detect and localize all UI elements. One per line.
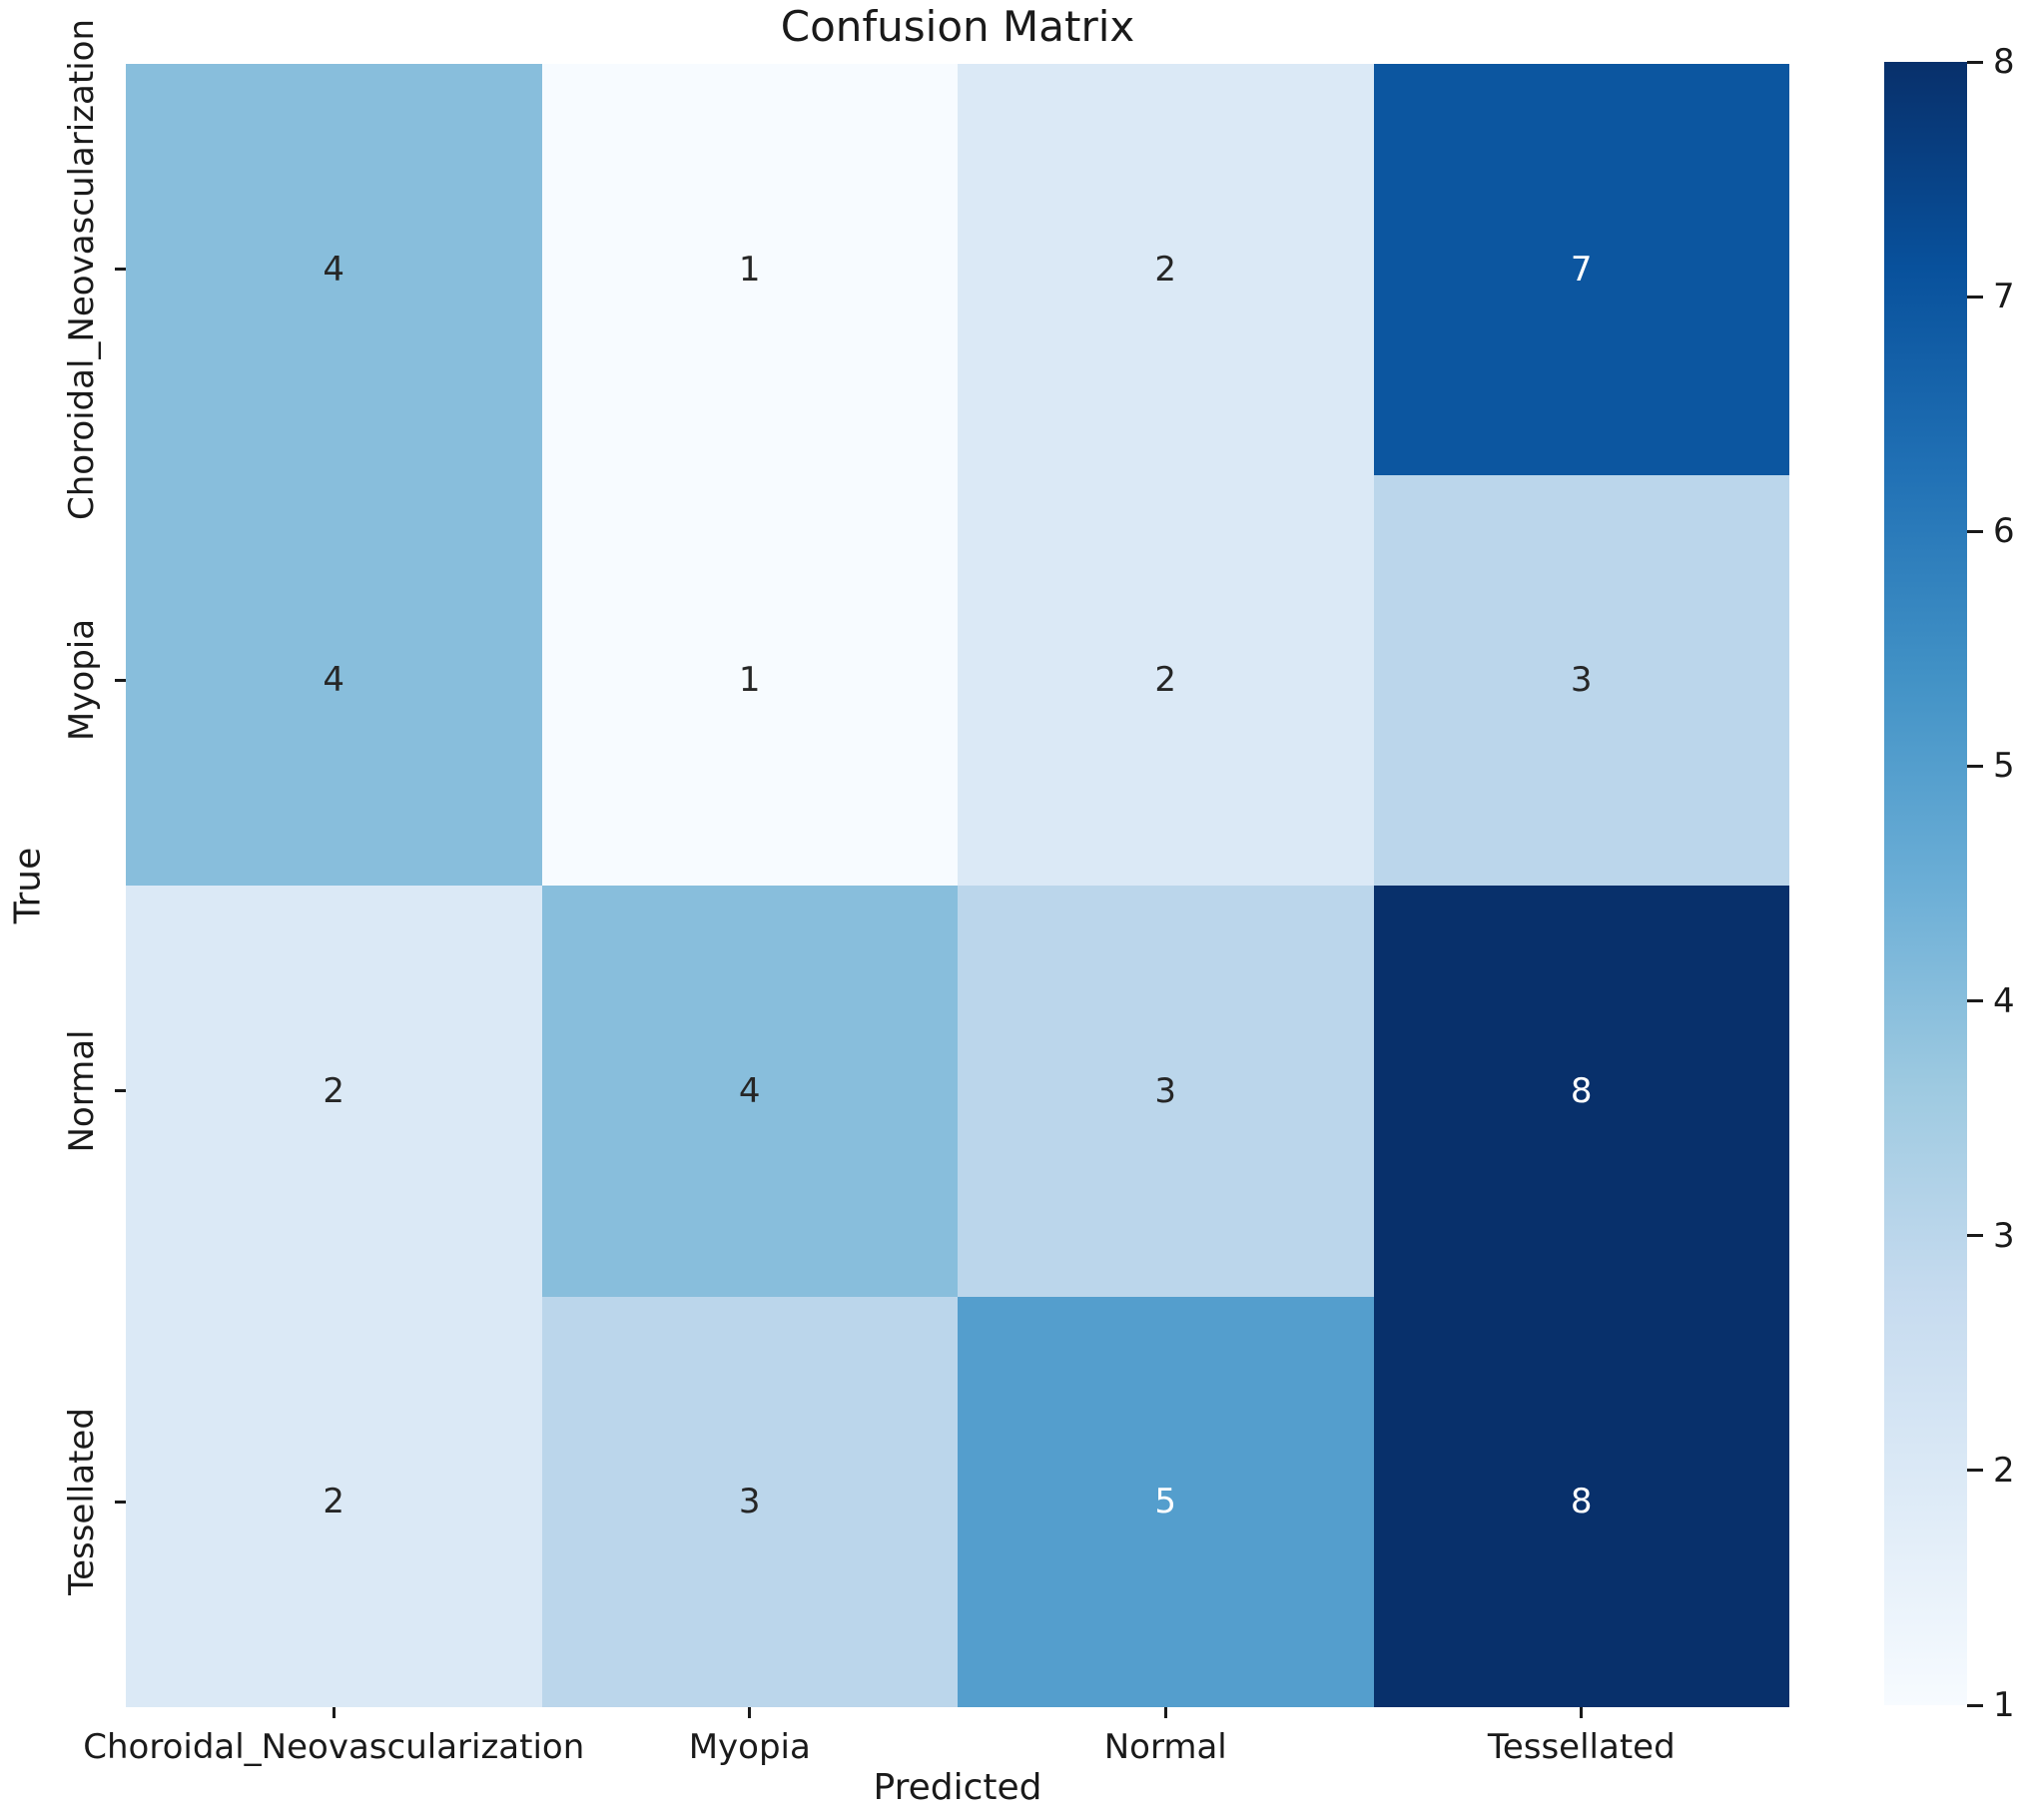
colorbar-tick-label: 3 (1993, 1215, 2015, 1256)
heatmap-cell-r4c1: 2 (126, 1296, 542, 1707)
x-tick-label: Tessellated (1487, 1727, 1676, 1767)
heatmap-cell-r2c2: 1 (541, 474, 958, 886)
colorbar-tick-mark (1967, 1703, 1983, 1707)
y-tick-label: Normal (62, 1029, 102, 1153)
heatmap-cell-r3c1: 2 (126, 886, 542, 1297)
y-tick-label: Tessellated (62, 1408, 102, 1596)
colorbar-tick-mark (1967, 1234, 1983, 1238)
heatmap-cell-r2c1: 4 (126, 474, 542, 886)
y-tick-mark (115, 1500, 126, 1504)
heatmap-cell-r3c3: 3 (958, 886, 1374, 1297)
y-tick-mark (115, 268, 126, 272)
y-axis-label: True (7, 847, 49, 924)
heatmap-cell-r4c3: 5 (958, 1296, 1374, 1707)
colorbar-tick-label: 7 (1993, 277, 2015, 317)
heatmap-cell-r1c2: 1 (541, 64, 958, 475)
colorbar (1884, 62, 1967, 1705)
heatmap-cell-r4c2: 3 (541, 1296, 958, 1707)
colorbar-tick-mark (1967, 764, 1983, 768)
colorbar-tick-label: 4 (1993, 980, 2015, 1021)
x-tick-mark (1580, 1707, 1584, 1718)
colorbar-tick-mark (1967, 529, 1983, 533)
x-tick-mark (332, 1707, 336, 1718)
x-tick-mark (748, 1707, 752, 1718)
heatmap-cell-r1c1: 4 (126, 64, 542, 475)
colorbar-tick-mark (1967, 999, 1983, 1003)
x-tick-label: Myopia (688, 1727, 811, 1767)
colorbar-tick-mark (1967, 60, 1983, 64)
colorbar-tick-mark (1967, 1469, 1983, 1473)
colorbar-tick-mark (1967, 295, 1983, 299)
heatmap-cell-r4c4: 8 (1373, 1296, 1789, 1707)
chart-title: Confusion Matrix (780, 2, 1135, 51)
heatmap-cell-r2c4: 3 (1373, 474, 1789, 886)
y-tick-mark (115, 1089, 126, 1093)
colorbar-tick-label: 8 (1993, 42, 2015, 82)
x-tick-label: Choroidal_Neovascularization (83, 1727, 585, 1767)
y-tick-label: Myopia (62, 619, 102, 742)
y-tick-label: Choroidal_Neovascularization (62, 18, 102, 520)
heatmap-cell-r1c3: 2 (958, 64, 1374, 475)
heatmap-cell-r3c4: 8 (1373, 886, 1789, 1297)
heatmap-cell-r1c4: 7 (1373, 64, 1789, 475)
x-tick-mark (1163, 1707, 1167, 1718)
x-axis-label: Predicted (873, 1767, 1042, 1808)
x-tick-label: Normal (1103, 1727, 1227, 1767)
heatmap-cell-r3c2: 4 (541, 886, 958, 1297)
colorbar-tick-label: 2 (1993, 1450, 2015, 1491)
colorbar-tick-label: 6 (1993, 511, 2015, 552)
colorbar-tick-label: 5 (1993, 746, 2015, 787)
colorbar-tick-label: 1 (1993, 1685, 2015, 1725)
y-tick-mark (115, 678, 126, 682)
heatmap-cell-r2c3: 2 (958, 474, 1374, 886)
